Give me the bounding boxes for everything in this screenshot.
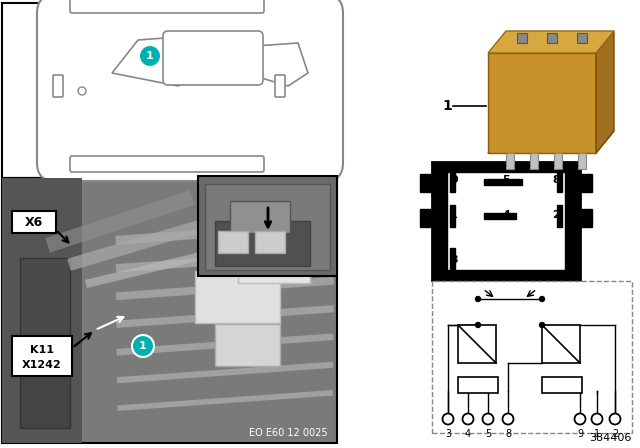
Bar	[450, 248, 455, 270]
Bar	[248, 201, 313, 233]
Bar	[578, 153, 586, 169]
Text: 4: 4	[502, 210, 510, 220]
Text: 1: 1	[442, 99, 452, 113]
FancyBboxPatch shape	[70, 0, 264, 13]
Circle shape	[476, 297, 481, 302]
Bar	[547, 33, 557, 43]
Text: 384406: 384406	[589, 433, 632, 443]
Bar	[2, 178, 337, 443]
Bar	[238, 247, 310, 283]
Circle shape	[575, 414, 586, 425]
Bar	[230, 201, 290, 233]
Bar	[542, 325, 580, 363]
Bar	[554, 153, 562, 169]
Text: 9: 9	[450, 175, 458, 185]
Bar	[450, 170, 455, 192]
Bar	[215, 324, 280, 366]
Text: K11: K11	[30, 345, 54, 355]
Text: 5: 5	[502, 175, 510, 185]
Bar	[530, 153, 538, 169]
Text: 3: 3	[445, 429, 451, 439]
Circle shape	[442, 414, 454, 425]
Bar	[450, 205, 455, 227]
Bar	[484, 213, 516, 219]
Circle shape	[139, 45, 161, 67]
Bar	[420, 209, 435, 227]
Circle shape	[483, 414, 493, 425]
Bar	[432, 281, 632, 433]
Text: X6: X6	[25, 215, 43, 228]
Text: 1: 1	[594, 429, 600, 439]
Bar	[195, 271, 280, 323]
Circle shape	[540, 323, 545, 327]
Polygon shape	[112, 36, 200, 86]
FancyBboxPatch shape	[70, 156, 264, 172]
Bar	[12, 211, 56, 233]
Text: EO E60 12 0025: EO E60 12 0025	[250, 428, 328, 438]
Bar	[2, 3, 337, 178]
Polygon shape	[488, 31, 614, 53]
Bar	[12, 336, 72, 376]
Bar	[198, 176, 337, 276]
Bar	[205, 184, 330, 270]
Bar	[577, 209, 592, 227]
Text: 8: 8	[552, 175, 560, 185]
Text: 8: 8	[505, 429, 511, 439]
Bar	[447, 172, 565, 270]
Bar	[200, 178, 335, 274]
Bar	[458, 377, 498, 393]
Bar	[215, 221, 310, 266]
Circle shape	[476, 323, 481, 327]
Text: 3: 3	[450, 255, 458, 265]
Polygon shape	[596, 31, 614, 153]
FancyBboxPatch shape	[275, 75, 285, 97]
Polygon shape	[488, 53, 596, 153]
Bar	[458, 325, 496, 363]
Bar	[218, 231, 248, 253]
Circle shape	[609, 414, 621, 425]
Circle shape	[463, 414, 474, 425]
FancyBboxPatch shape	[37, 0, 343, 181]
Text: 4: 4	[465, 429, 471, 439]
Bar	[577, 174, 592, 192]
FancyBboxPatch shape	[53, 75, 63, 97]
Circle shape	[132, 335, 154, 357]
Text: 2: 2	[612, 429, 618, 439]
FancyBboxPatch shape	[163, 31, 263, 85]
Circle shape	[502, 414, 513, 425]
Text: 1: 1	[450, 210, 458, 220]
Bar	[484, 179, 522, 185]
Bar	[420, 174, 435, 192]
Bar	[557, 205, 562, 227]
Text: 1: 1	[146, 51, 154, 61]
Bar	[517, 33, 527, 43]
Text: 9: 9	[577, 429, 583, 439]
Circle shape	[591, 414, 602, 425]
Bar	[577, 33, 587, 43]
Bar	[255, 231, 285, 253]
Bar	[432, 162, 580, 280]
Bar	[20, 358, 70, 428]
Text: 2: 2	[552, 210, 560, 220]
Text: 1: 1	[139, 341, 147, 351]
Bar	[2, 178, 82, 443]
Text: 5: 5	[485, 429, 491, 439]
Bar	[542, 377, 582, 393]
Bar	[506, 153, 514, 169]
Polygon shape	[245, 43, 308, 86]
Bar	[20, 258, 70, 348]
Bar	[557, 170, 562, 192]
Circle shape	[540, 297, 545, 302]
Polygon shape	[488, 131, 614, 153]
Text: X1242: X1242	[22, 360, 62, 370]
